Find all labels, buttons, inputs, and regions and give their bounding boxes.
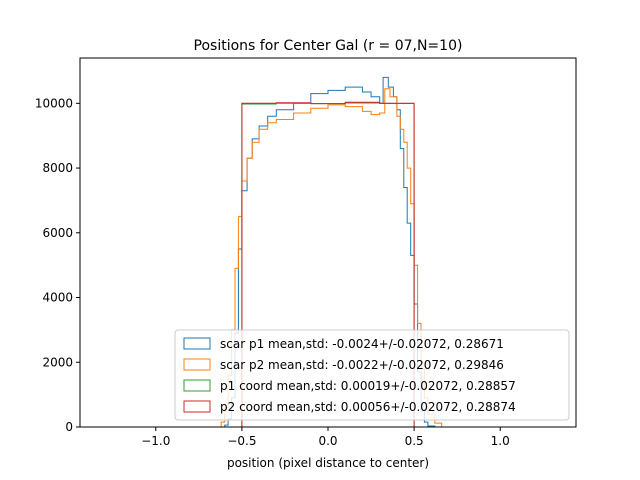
- x-tick-label: 1.0: [491, 434, 510, 448]
- x-axis-label: position (pixel distance to center): [227, 456, 429, 470]
- x-tick-label: −1.0: [141, 434, 170, 448]
- series-4-line: [241, 101, 415, 427]
- y-tick-label: 4000: [42, 291, 73, 305]
- x-tick-label: 0.0: [318, 434, 337, 448]
- legend-swatch: [183, 379, 211, 392]
- x-tick-label: 0.5: [405, 434, 424, 448]
- chart-title: Positions for Center Gal (r = 07,N=10): [194, 38, 463, 54]
- legend-label: scar p1 mean,std: -0.0024+/-0.02072, 0.2…: [220, 337, 504, 351]
- x-tick-label: −0.5: [227, 434, 256, 448]
- legend-label: p2 coord mean,std: 0.00056+/-0.02072, 0.…: [220, 400, 516, 414]
- legend-swatch: [183, 358, 211, 371]
- legend-swatch: [183, 337, 211, 350]
- series-layer: [214, 76, 443, 428]
- y-tick-label: 6000: [42, 226, 73, 240]
- legend-box: [174, 329, 570, 421]
- legend-swatch: [183, 400, 211, 413]
- y-tick-label: 8000: [42, 161, 73, 175]
- series-2-line: [214, 88, 443, 428]
- y-tick-label: 10000: [35, 96, 73, 110]
- x-axis: −1.0 −0.5 0.0 0.5 1.0: [141, 427, 510, 448]
- y-axis: 0 2000 4000 6000 8000 10000: [35, 96, 80, 434]
- y-tick-label: 2000: [42, 355, 73, 369]
- legend: scar p1 mean,std: -0.0024+/-0.02072, 0.2…: [174, 329, 570, 421]
- y-tick-label: 0: [65, 420, 73, 434]
- legend-label: p1 coord mean,std: 0.00019+/-0.02072, 0.…: [220, 379, 516, 393]
- legend-label: scar p2 mean,std: -0.0022+/-0.02072, 0.2…: [220, 358, 504, 372]
